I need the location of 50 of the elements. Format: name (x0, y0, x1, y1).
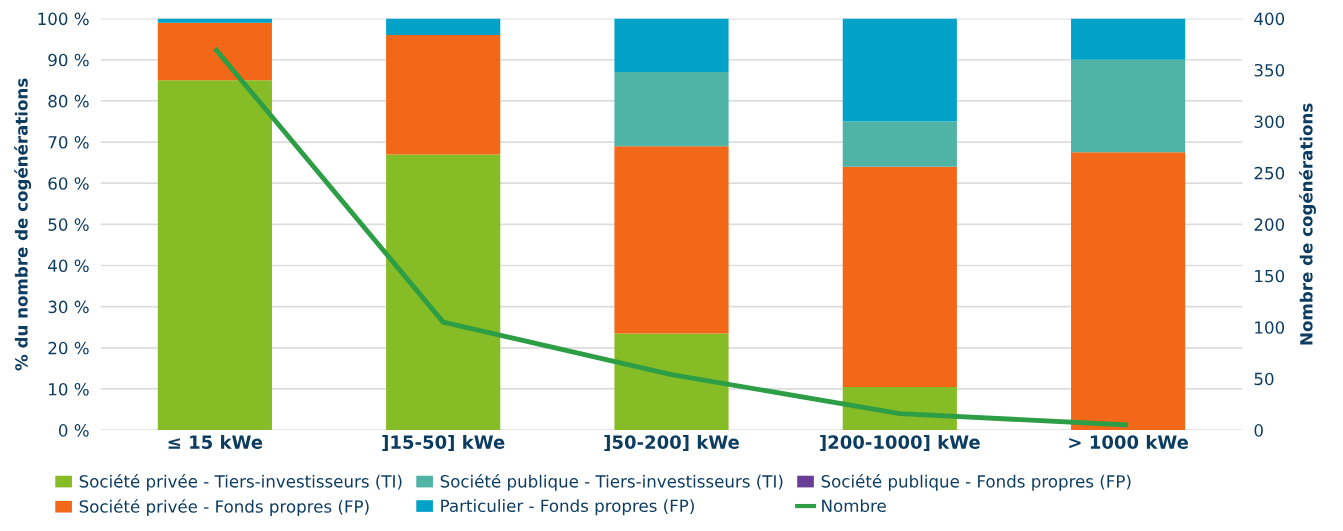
y-tick-label: 0 % (58, 424, 89, 437)
y-tick-label: 60 % (48, 177, 89, 190)
y-tick-label: 20 % (48, 341, 89, 355)
bar (842, 166, 957, 387)
y2-tick-label: 0 (1254, 424, 1263, 437)
bar (614, 146, 729, 334)
bar (614, 18, 729, 73)
bar (614, 333, 729, 431)
y2-tick-label: 300 (1254, 115, 1285, 129)
bar (157, 18, 272, 23)
legend-label: Particulier - Fonds propres (FP) (441, 499, 694, 516)
bar (1071, 18, 1186, 60)
bar (386, 154, 501, 431)
x-tick-label: ]15-50] kWe (382, 434, 505, 452)
y2-tick-label: 50 (1254, 372, 1274, 386)
x-tick-label: > 1000 kWe (1069, 434, 1188, 449)
legend-label: Société publique - Tiers-investisseurs (TI) (440, 474, 783, 491)
y-axis-title: % du nombre de cogénérations (14, 78, 32, 371)
bar (614, 72, 729, 147)
y-tick-label: 70 % (48, 136, 89, 149)
y2-tick-label: 250 (1254, 166, 1285, 180)
y-tick-label: 10 % (49, 382, 89, 396)
bar (842, 121, 957, 167)
x-tick-label: ≤ 15 kWe (168, 434, 263, 449)
x-tick-label: ]50-200] kWe (604, 434, 739, 452)
y2-tick-label: 400 (1254, 12, 1285, 26)
y2-tick-label: 150 (1255, 269, 1285, 283)
bar (157, 22, 272, 81)
y2-tick-label: 100 (1255, 321, 1285, 334)
y2-tick-label: 350 (1254, 63, 1285, 77)
legend-label: Société publique - Fonds propres (FP) (821, 474, 1131, 491)
line-series (212, 45, 1131, 428)
y2-tick-label: 200 (1254, 218, 1285, 231)
bar (386, 35, 501, 155)
y-tick-label: 50 % (48, 218, 89, 231)
bar (157, 80, 272, 431)
x-tick-label: ]200-1000] kWe (820, 434, 980, 452)
legend-label: Société privée - Fonds propres (FP) (79, 499, 369, 516)
y2-axis-title: Nombre de cogénérations (1299, 103, 1317, 345)
y-tick-label: 40 % (48, 259, 89, 273)
y-tick-label: 100 % (38, 12, 89, 26)
legend-label: Nombre (822, 499, 886, 513)
bar (386, 18, 501, 36)
y-tick-label: 30 % (48, 300, 89, 314)
y-tick-label: 90 % (48, 53, 89, 67)
bar (842, 18, 957, 122)
y-tick-label: 80 % (48, 94, 89, 108)
bar (1071, 59, 1186, 153)
legend-label: Société privée - Tiers-investisseurs (TI) (79, 474, 402, 491)
bar (1071, 152, 1186, 431)
